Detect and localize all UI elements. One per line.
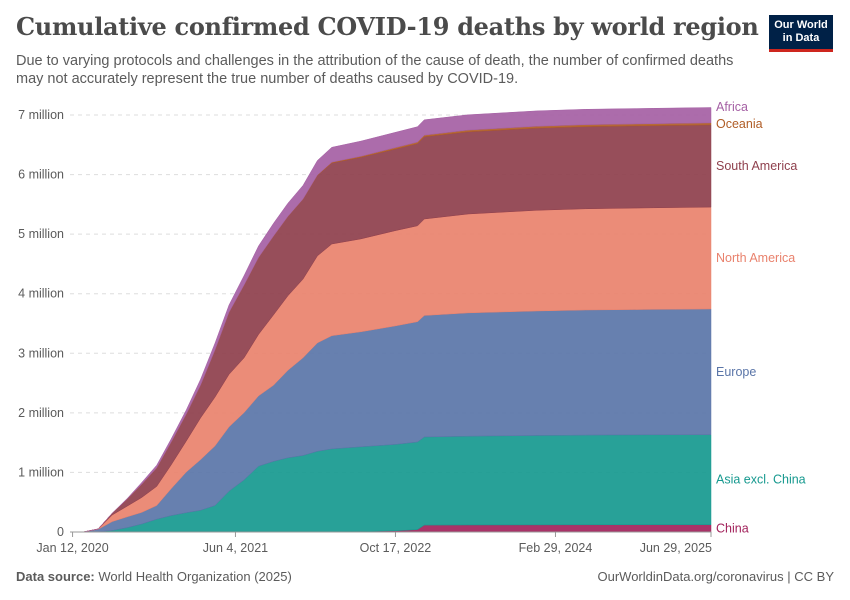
- y-tick-label: 2 million: [18, 406, 64, 420]
- y-tick-label: 7 million: [18, 108, 64, 122]
- y-tick-label: 0: [57, 525, 64, 539]
- y-tick-label: 4 million: [18, 287, 64, 301]
- footer-url[interactable]: OurWorldinData.org/coronavirus | CC BY: [597, 569, 834, 584]
- y-tick-label: 1 million: [18, 465, 64, 479]
- x-tick-label: Jan 12, 2020: [36, 541, 108, 555]
- series-label-europe[interactable]: Europe: [716, 365, 756, 379]
- data-source-label: Data source:: [16, 569, 95, 584]
- x-tick-label: Feb 29, 2024: [519, 541, 593, 555]
- data-source: Data source: World Health Organization (…: [16, 569, 292, 584]
- y-tick-label: 3 million: [18, 346, 64, 360]
- y-tick-label: 5 million: [18, 227, 64, 241]
- series-label-north-america[interactable]: North America: [716, 251, 795, 265]
- series-labels[interactable]: China Asia excl. China Europe North America…: [716, 100, 806, 535]
- series-label-china[interactable]: China: [716, 521, 749, 535]
- series-label-oceania[interactable]: Oceania: [716, 117, 763, 131]
- series-label-south-america[interactable]: South America: [716, 159, 797, 173]
- x-tick-label: Jun 4, 2021: [203, 541, 268, 555]
- x-tick-label: Oct 17, 2022: [360, 541, 432, 555]
- y-tick-label: 6 million: [18, 168, 64, 182]
- data-source-value: World Health Organization (2025): [98, 569, 291, 584]
- x-tick-label: Jun 29, 2025: [640, 541, 712, 555]
- series-label-africa[interactable]: Africa: [716, 100, 748, 114]
- area-series-group[interactable]: [70, 108, 711, 533]
- series-label-asia-excl-china[interactable]: Asia excl. China: [716, 473, 806, 487]
